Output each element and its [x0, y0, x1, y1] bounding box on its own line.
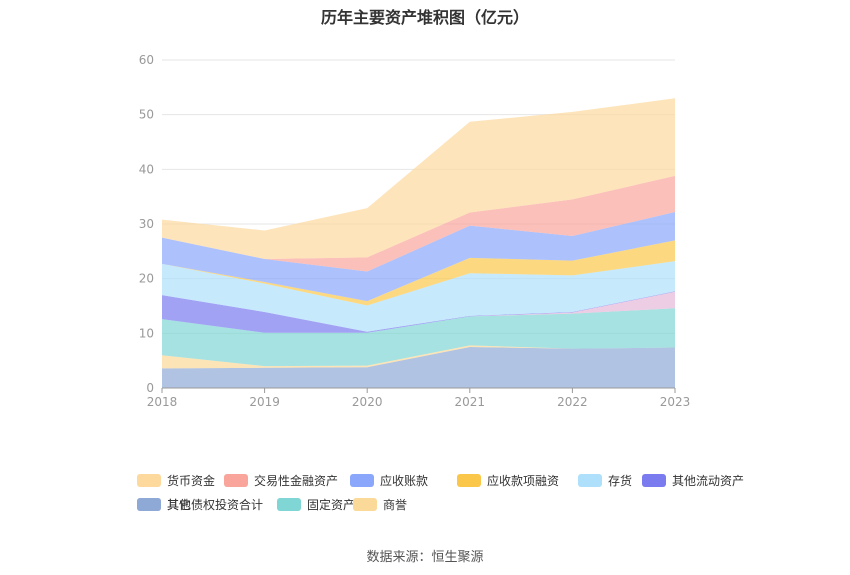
legend-swatch [224, 473, 248, 487]
legend-swatch [277, 497, 301, 511]
x-tick-label: 2022 [557, 395, 588, 409]
legend-swatch [457, 473, 481, 487]
y-tick-label: 40 [139, 162, 154, 176]
legend-label: 商誉 [383, 497, 408, 512]
x-tick-label: 2018 [147, 395, 178, 409]
axes: 0 10 20 30 40 50 60 2018 2019 2020 2021 2022 2023 [139, 53, 691, 409]
y-tick-label: 0 [146, 381, 154, 395]
area-series-6 [162, 240, 675, 306]
legend-item[interactable]: 应收款项融资 [457, 472, 559, 488]
area-series-0 [162, 347, 675, 388]
x-tick-label: 2023 [660, 395, 691, 409]
y-tick-label: 10 [139, 326, 154, 340]
legend-label: 交易性金融资产 [254, 473, 339, 488]
legend-item[interactable]: 商誉 [353, 496, 407, 512]
legend-item[interactable]: 其他流动资产 [642, 472, 744, 488]
legend-label: 其它 [167, 497, 192, 512]
legend-label: 固定资产 [307, 497, 356, 512]
legend-label: 应收款项融资 [487, 473, 560, 488]
legend-label: 存货 [608, 473, 633, 488]
legend-swatch [350, 473, 374, 487]
stacked-area-chart: 0 10 20 30 40 50 60 2018 2019 2020 2021 2022 2023 [139, 53, 691, 409]
legend-swatch [642, 473, 666, 487]
chart-title: 历年主要资产堆积图（亿元） [320, 8, 529, 27]
legend-item[interactable]: 应收账款 [350, 472, 428, 488]
legend-item[interactable]: 货币资金 [137, 472, 215, 488]
legend-label: 货币资金 [167, 473, 216, 488]
legend-swatch [137, 497, 161, 511]
area-series-2 [162, 308, 675, 367]
legend-label: 应收账款 [380, 473, 429, 488]
y-tick-label: 50 [139, 108, 154, 122]
area-series-5 [162, 261, 675, 332]
legend-label: 其他流动资产 [672, 473, 745, 488]
legend-item[interactable]: 其它 [137, 496, 191, 512]
legend-swatch [578, 473, 602, 487]
area-series-7 [162, 211, 675, 302]
legend-item[interactable]: 固定资产 [277, 496, 355, 512]
area-series-9 [162, 98, 675, 259]
area-series-1 [162, 345, 675, 369]
area-series-4 [162, 291, 675, 333]
legend-swatch [353, 497, 377, 511]
data-source-note: 数据来源：恒生聚源 [366, 550, 484, 565]
x-tick-label: 2020 [352, 395, 383, 409]
y-tick-label: 30 [139, 217, 154, 231]
y-tick-label: 20 [139, 272, 154, 286]
x-tick-label: 2021 [455, 395, 486, 409]
y-tick-label: 60 [139, 53, 154, 67]
area-series-group [162, 98, 675, 388]
legend-label: 其他债权投资合计 [167, 497, 264, 512]
legend-item[interactable]: 存货 [578, 472, 632, 488]
legend-item[interactable]: 交易性金融资产 [224, 472, 338, 488]
legend-swatch [137, 473, 161, 487]
x-tick-label: 2019 [249, 395, 280, 409]
area-series-8 [162, 175, 675, 272]
